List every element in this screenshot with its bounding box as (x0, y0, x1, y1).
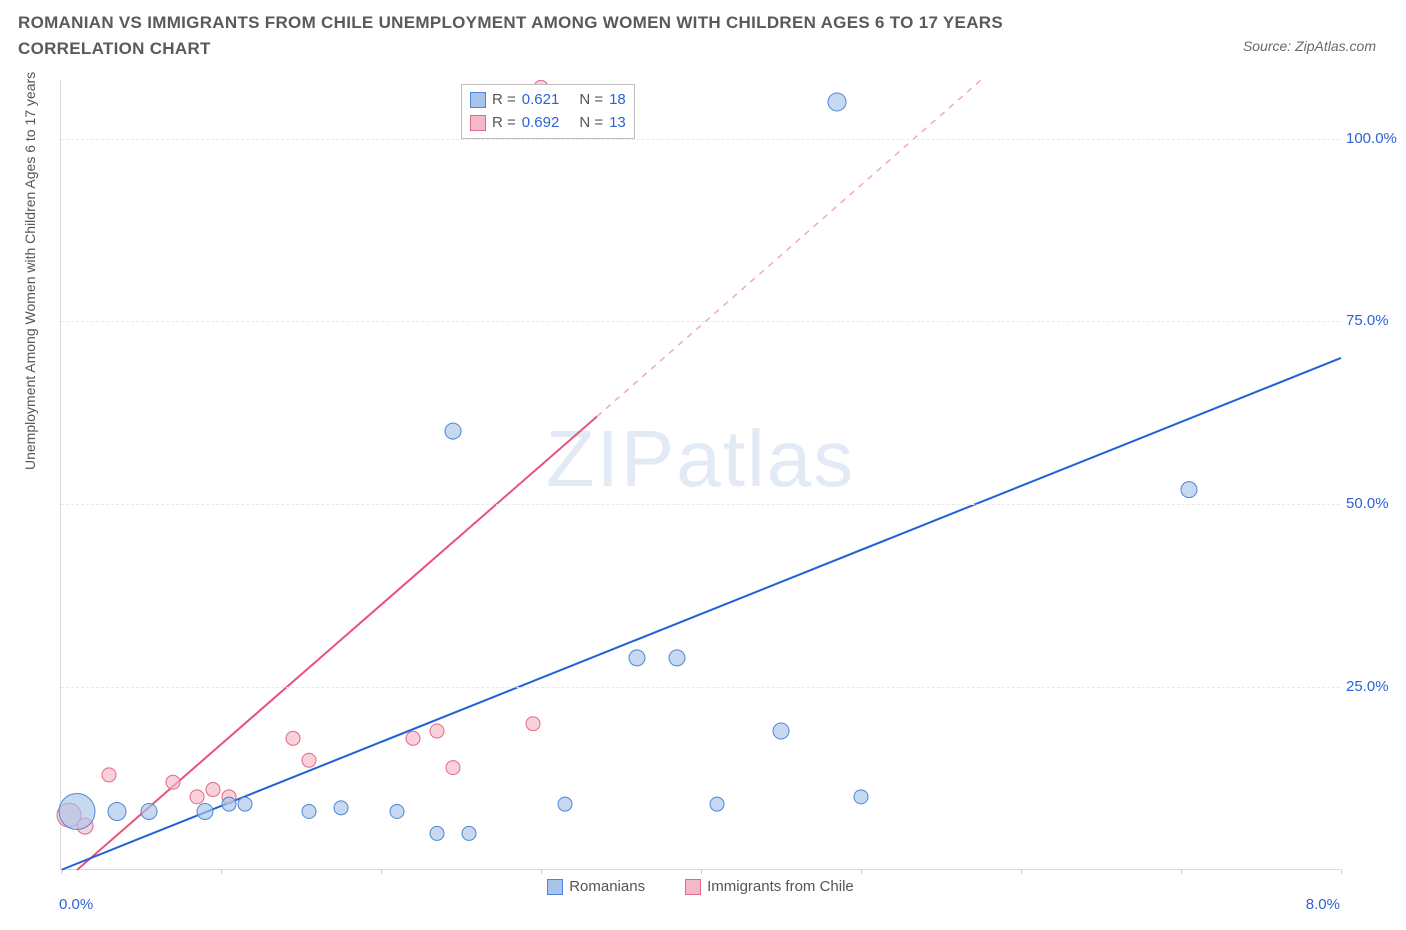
chart-container: ROMANIAN VS IMMIGRANTS FROM CHILE UNEMPL… (0, 0, 1406, 930)
data-point (558, 797, 572, 811)
legend-n-value: 13 (609, 112, 626, 135)
trend-line (61, 358, 1341, 870)
data-point (430, 826, 444, 840)
data-point (108, 802, 126, 820)
legend-series-label: Immigrants from Chile (707, 878, 854, 895)
y-tick-label: 75.0% (1346, 312, 1406, 329)
x-tick-mark (1021, 869, 1022, 874)
data-point (102, 768, 116, 782)
y-tick-label: 25.0% (1346, 678, 1406, 695)
data-point (190, 790, 204, 804)
legend-r-label: R = (492, 89, 516, 112)
gridline (61, 504, 1340, 505)
gridline (61, 321, 1340, 322)
x-tick-mark (221, 869, 222, 874)
data-point (302, 753, 316, 767)
legend-n-label: N = (579, 112, 603, 135)
y-tick-label: 50.0% (1346, 495, 1406, 512)
x-tick-label-min: 0.0% (59, 896, 93, 913)
legend-r-value: 0.621 (522, 89, 560, 112)
data-point (206, 783, 220, 797)
chart-title: ROMANIAN VS IMMIGRANTS FROM CHILE UNEMPL… (18, 10, 1118, 61)
gridline (61, 139, 1340, 140)
x-tick-mark (861, 869, 862, 874)
x-tick-mark (61, 869, 62, 874)
data-point (1181, 482, 1197, 498)
legend-correlation-row: R = 0.621 N = 18 (470, 89, 626, 112)
legend-correlation-row: R = 0.692 N = 13 (470, 112, 626, 135)
legend-series: Romanians Immigrants from Chile (61, 878, 1340, 895)
data-point (430, 724, 444, 738)
legend-swatch (470, 115, 486, 131)
legend-swatch (685, 879, 701, 895)
data-point (166, 775, 180, 789)
data-point (462, 826, 476, 840)
data-point (59, 793, 95, 829)
data-point (445, 423, 461, 439)
legend-series-item: Romanians (547, 878, 645, 895)
data-point (390, 804, 404, 818)
legend-swatch (470, 92, 486, 108)
data-point (302, 804, 316, 818)
data-point (828, 93, 846, 111)
legend-series-item: Immigrants from Chile (685, 878, 854, 895)
y-axis-label: Unemployment Among Women with Children A… (22, 72, 38, 470)
gridline (61, 687, 1340, 688)
legend-n-value: 18 (609, 89, 626, 112)
data-point (446, 761, 460, 775)
x-tick-mark (1341, 869, 1342, 874)
legend-r-value: 0.692 (522, 112, 560, 135)
plot-svg (61, 80, 1340, 869)
data-point (141, 803, 157, 819)
trend-line (597, 80, 981, 416)
x-tick-mark (381, 869, 382, 874)
data-point (334, 801, 348, 815)
data-point (222, 797, 236, 811)
data-point (669, 650, 685, 666)
legend-swatch (547, 879, 563, 895)
x-tick-mark (1181, 869, 1182, 874)
legend-r-label: R = (492, 112, 516, 135)
data-point (526, 717, 540, 731)
data-point (710, 797, 724, 811)
data-point (773, 723, 789, 739)
data-point (854, 790, 868, 804)
data-point (197, 803, 213, 819)
data-point (238, 797, 252, 811)
legend-correlation: R = 0.621 N = 18 R = 0.692 N = 13 (461, 84, 635, 139)
data-point (406, 731, 420, 745)
source-label: Source: ZipAtlas.com (1243, 38, 1376, 54)
legend-series-label: Romanians (569, 878, 645, 895)
plot-area: ZIPatlas R =0.621N =18R =0.692N =13 Roma… (60, 80, 1340, 870)
y-tick-label: 100.0% (1346, 130, 1406, 147)
x-tick-label-max: 8.0% (1306, 896, 1340, 913)
x-tick-mark (701, 869, 702, 874)
legend-n-label: N = (579, 89, 603, 112)
data-point (286, 731, 300, 745)
data-point (629, 650, 645, 666)
x-tick-mark (541, 869, 542, 874)
